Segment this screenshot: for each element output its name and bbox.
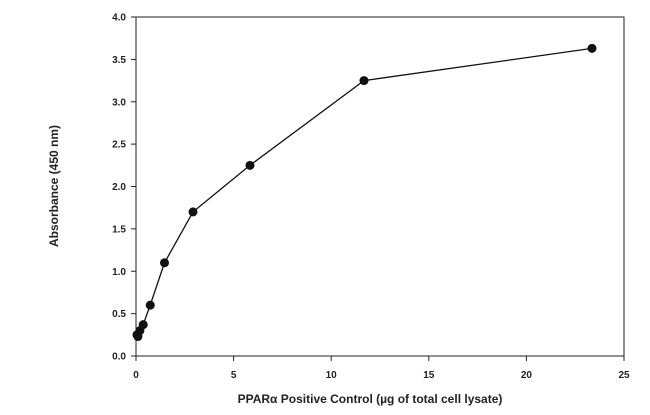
x-tick-label: 15 [423,370,435,381]
y-tick-label: 1.5 [112,224,126,235]
data-point [245,160,255,170]
y-tick-label: 3.5 [112,55,126,66]
x-axis-label: PPARα Positive Control (µg of total cell… [238,392,503,406]
data-point [138,320,148,330]
y-tick-label: 3.0 [112,97,126,108]
data-points [132,43,597,342]
data-point [587,43,597,53]
x-axis: 0 5 10 15 20 25 [133,356,630,381]
data-point [159,258,169,268]
data-point [145,300,155,310]
y-axis-label: Absorbance (450 nm) [47,125,61,247]
plot-frame [135,16,625,357]
y-tick-label: 0.5 [112,309,126,320]
series-line [136,47,593,339]
data-point [188,207,198,217]
y-tick-label: 1.0 [112,267,126,278]
y-tick-label: 0.0 [112,352,126,363]
x-tick-label: 20 [521,370,533,381]
y-tick-label: 4.0 [112,13,126,24]
x-tick-label: 0 [133,370,139,381]
x-tick-label: 10 [326,370,338,381]
y-axis: 0.0 0.5 1.0 1.5 2.0 2.5 3.0 3.5 4.0 [112,13,136,363]
data-point [359,76,369,86]
y-tick-label: 2.0 [112,182,126,193]
y-tick-label: 2.5 [112,140,126,151]
x-tick-label: 5 [231,370,237,381]
x-tick-label: 25 [618,370,630,381]
